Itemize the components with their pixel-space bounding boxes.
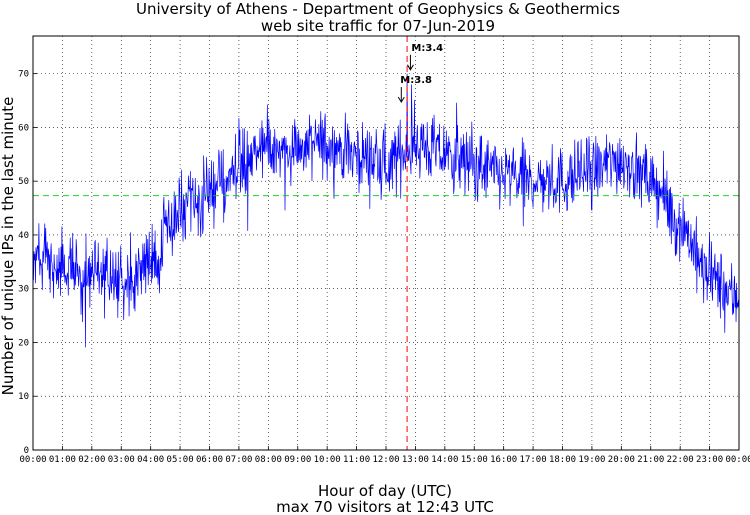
overlays — [33, 36, 739, 450]
y-tick-label: 40 — [18, 231, 29, 241]
x-tick-label: 11:00 — [343, 455, 370, 465]
x-tick-label: 00:00 — [19, 455, 46, 465]
quake-annotation-label: M:3.4 — [411, 43, 443, 54]
y-tick-label: 50 — [18, 177, 29, 187]
ticks: 00:00 01:00 02:00 03:00 04:00 05:00 06:00 07:00… — [18, 70, 750, 465]
x-tick-label: 21:00 — [637, 455, 664, 465]
traffic-line — [32, 73, 740, 348]
y-tick-label: 70 — [18, 70, 29, 80]
quake-arrowhead — [397, 96, 405, 104]
x-tick-label: 16:00 — [490, 455, 517, 465]
x-tick-label: 05:00 — [167, 455, 194, 465]
quake-arrowhead — [406, 64, 414, 71]
y-tick-label: 60 — [18, 123, 29, 133]
y-tick-label: 0 — [24, 446, 29, 456]
y-axis-label: Number of unique IPs in the last minute — [0, 97, 17, 396]
x-tick-label: 10:00 — [314, 455, 341, 465]
grid — [33, 36, 739, 450]
x-tick-label: 03:00 — [108, 455, 135, 465]
plot-frame — [32, 35, 740, 451]
quake-annotation-label: M:3.8 — [400, 75, 432, 86]
x-tick-label: 01:00 — [49, 455, 76, 465]
x-tick-label: 17:00 — [520, 455, 547, 465]
x-tick-label: 14:00 — [431, 455, 458, 465]
x-tick-label: 15:00 — [461, 455, 488, 465]
x-tick-label: 20:00 — [608, 455, 635, 465]
y-tick-label: 30 — [18, 285, 29, 295]
x-tick-label: 06:00 — [196, 455, 223, 465]
x-tick-label: 00:00 — [725, 455, 750, 465]
chart-title: University of Athens - Department of Geo… — [136, 0, 620, 18]
x-tick-label: 19:00 — [578, 455, 605, 465]
y-tick-label: 20 — [18, 338, 29, 348]
x-tick-label: 22:00 — [667, 455, 694, 465]
y-tick-label: 10 — [18, 392, 29, 402]
x-tick-label: 04:00 — [137, 455, 164, 465]
x-tick-label: 13:00 — [402, 455, 429, 465]
x-axis-label: Hour of day (UTC) — [318, 482, 452, 500]
chart-subtitle: web site traffic for 07-Jun-2019 — [261, 17, 495, 35]
x-tick-label: 23:00 — [696, 455, 723, 465]
x-tick-label: 08:00 — [255, 455, 282, 465]
series — [32, 73, 740, 348]
x-tick-label: 02:00 — [78, 455, 105, 465]
x-tick-label: 12:00 — [372, 455, 399, 465]
x-tick-label: 07:00 — [225, 455, 252, 465]
annotations: M:3.8 M:3.4 — [397, 43, 443, 104]
max-visitors-footer: max 70 visitors at 12:43 UTC — [276, 498, 494, 515]
x-tick-label: 09:00 — [284, 455, 311, 465]
x-tick-label: 18:00 — [549, 455, 576, 465]
